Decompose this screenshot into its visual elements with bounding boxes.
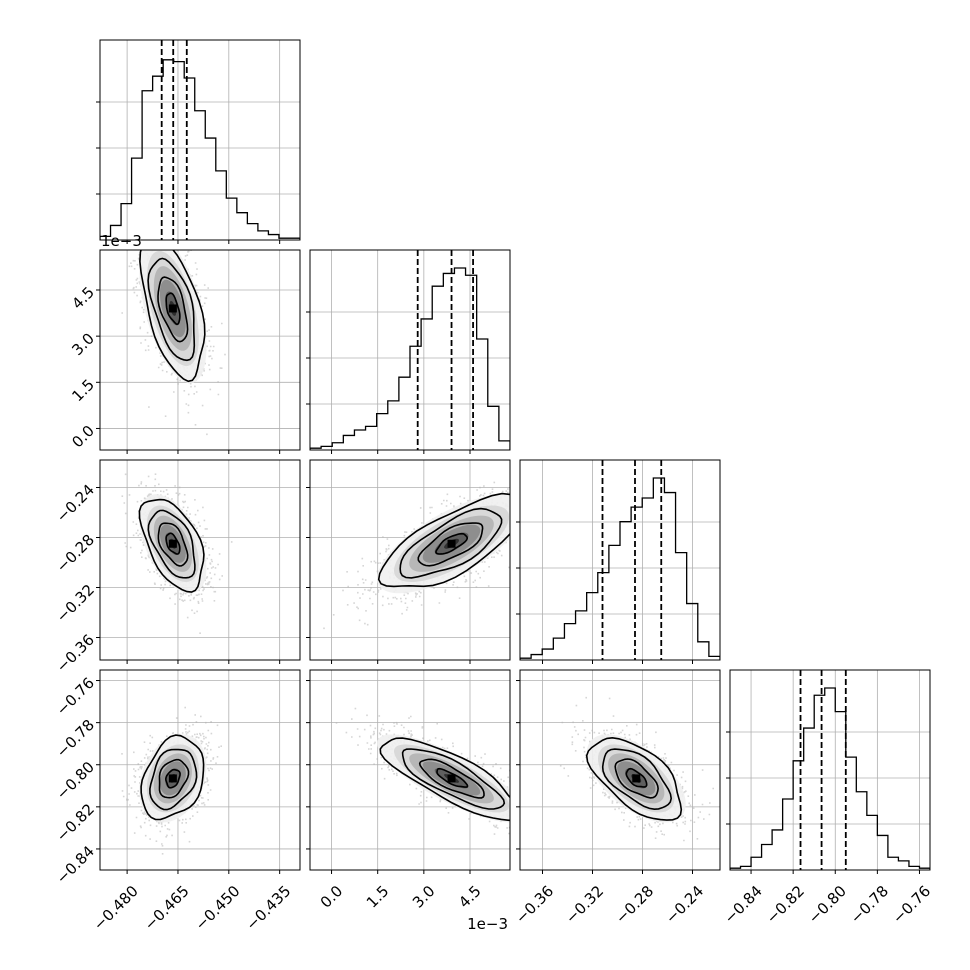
histogram-step xyxy=(730,687,930,870)
contour-line xyxy=(377,492,510,588)
x-tick-label: 4.5 xyxy=(455,882,485,912)
y-tick-label: −0.36 xyxy=(53,631,98,676)
y-tick-label: −0.78 xyxy=(53,716,98,761)
panel-frame-1-0 xyxy=(99,249,301,451)
x-tick-label: 3.0 xyxy=(409,882,439,912)
panel-frame-1-1 xyxy=(309,249,511,451)
density-peak xyxy=(447,539,456,548)
y-tick-label: −0.32 xyxy=(53,581,98,626)
contour-line xyxy=(138,498,205,593)
x-tick-label: −0.480 xyxy=(90,882,142,934)
histogram-step xyxy=(520,477,720,660)
contour-line xyxy=(158,758,190,799)
density-panel-3-0 xyxy=(121,706,222,855)
density-peak xyxy=(447,774,456,783)
panel-frame-3-2 xyxy=(519,669,721,871)
y-tick-label: −0.24 xyxy=(53,481,98,526)
x-tick-label: −0.28 xyxy=(612,882,657,927)
density-peak xyxy=(168,774,177,783)
grid-3-0 xyxy=(100,670,300,870)
x-tick-label: 1.5 xyxy=(363,882,393,912)
contour-line xyxy=(399,507,503,579)
x-tick-label: −0.82 xyxy=(763,882,808,927)
y-tick-label: −0.80 xyxy=(53,758,98,803)
panel-frame-2-2 xyxy=(519,459,721,661)
contour-line xyxy=(165,532,181,555)
y-tick-label: 1.5 xyxy=(68,376,98,406)
x-scale-note: 1e−3 xyxy=(467,915,508,933)
density-panel-3-1 xyxy=(335,707,510,835)
x-tick-label: −0.76 xyxy=(889,882,934,927)
y-tick-label: −0.76 xyxy=(53,674,98,719)
panel-frame-2-0 xyxy=(99,459,301,661)
contour-line xyxy=(139,250,206,383)
panel-frame-3-3 xyxy=(729,669,931,871)
density-panel-2-0 xyxy=(121,473,233,634)
histogram-2 xyxy=(520,460,720,660)
x-tick-label: −0.32 xyxy=(562,882,607,927)
contour-line xyxy=(601,748,673,811)
x-tick-label: −0.24 xyxy=(662,882,707,927)
y-tick-label: 0.0 xyxy=(68,422,98,452)
contour-line xyxy=(418,758,485,799)
grid-0-0 xyxy=(100,40,300,240)
y-tick-label: 3.0 xyxy=(68,329,98,359)
x-tick-label: −0.465 xyxy=(141,882,193,934)
contour-line xyxy=(417,522,484,567)
contour-line xyxy=(165,292,181,326)
contour-line xyxy=(157,276,189,343)
contour-line xyxy=(147,257,196,362)
y-tick-label: 4.5 xyxy=(68,283,98,313)
density-peak xyxy=(632,774,641,783)
contour-line xyxy=(436,767,469,788)
y-scale-note: 1e−3 xyxy=(101,232,142,250)
histogram-step xyxy=(100,59,300,240)
x-tick-label: 0.0 xyxy=(317,882,347,912)
contour-line xyxy=(585,736,683,821)
x-tick-label: −0.36 xyxy=(512,882,557,927)
panel-frame-3-1 xyxy=(309,669,511,871)
panel-frame-3-0 xyxy=(99,669,301,871)
contour-line xyxy=(614,758,659,799)
contour-line xyxy=(147,509,196,579)
contour-line xyxy=(157,522,189,567)
x-tick-label: −0.450 xyxy=(192,882,244,934)
grid-3-3 xyxy=(730,670,930,870)
density-panel-1-0 xyxy=(121,250,226,436)
y-tick-label: −0.84 xyxy=(53,842,98,887)
contour-line xyxy=(149,748,198,811)
histogram-step xyxy=(310,267,510,450)
contour-line xyxy=(401,748,506,810)
density-peak xyxy=(168,539,177,548)
contour-line xyxy=(164,768,181,789)
density-panel-3-2 xyxy=(559,696,714,842)
contour-line xyxy=(140,734,205,821)
y-tick-label: −0.82 xyxy=(53,800,98,845)
histogram-1 xyxy=(310,250,510,450)
histogram-3 xyxy=(730,670,930,870)
panel-frame-0-0 xyxy=(99,39,301,241)
x-tick-label: −0.78 xyxy=(847,882,892,927)
grid-2-2 xyxy=(520,460,720,660)
contour-line xyxy=(379,737,510,822)
y-tick-label: −0.28 xyxy=(53,531,98,576)
density-peak xyxy=(168,304,177,313)
density-panel-2-1 xyxy=(323,481,510,630)
panel-frame-2-1 xyxy=(309,459,511,661)
x-tick-label: −0.435 xyxy=(242,882,294,934)
histogram-0 xyxy=(100,40,300,240)
x-tick-label: −0.80 xyxy=(805,882,850,927)
x-tick-label: −0.84 xyxy=(721,882,766,927)
contour-line xyxy=(435,532,469,555)
contour-line xyxy=(625,767,648,788)
